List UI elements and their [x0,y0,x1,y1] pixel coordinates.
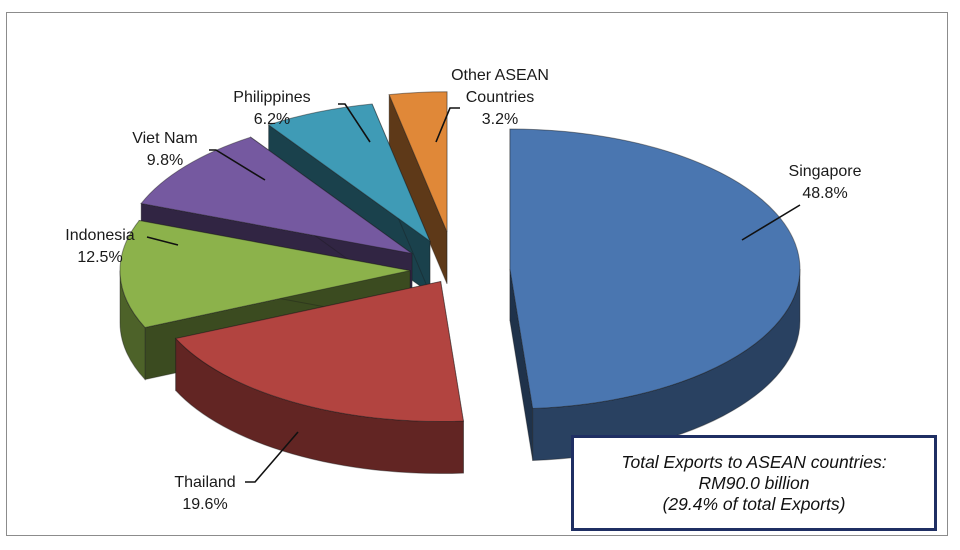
slice-label-viet-nam: Viet Nam [132,130,198,147]
pie-slice-thailand [174,280,464,475]
leader-line-philippines [338,103,371,143]
slice-label-singapore: Singapore [789,163,862,180]
total-exports-note: Total Exports to ASEAN countries: RM90.0… [571,435,937,531]
slice-label-other-asean-countries-1: Other ASEAN [451,67,549,84]
slice-label-indonesia: Indonesia [65,227,134,244]
note-line-3: (29.4% of total Exports) [662,493,846,514]
leader-line-indonesia [146,236,179,246]
note-line-1: Total Exports to ASEAN countries: [621,451,887,472]
leader-line-other-asean-countries [435,107,460,143]
slice-value-indonesia: 12.5% [77,249,122,266]
slice-value-thailand: 19.6% [182,496,227,513]
slice-value-other-asean-countries: 3.2% [482,111,518,128]
leader-line-viet-nam [209,149,266,181]
slice-label-other-asean-countries-2: Countries [466,89,534,106]
slice-value-singapore: 48.8% [802,185,847,202]
leader-line-singapore [741,204,801,241]
slice-label-thailand: Thailand [174,474,235,491]
slice-label-philippines: Philippines [233,89,310,106]
slice-value-philippines: 6.2% [254,111,290,128]
pie-slice-singapore [509,128,801,462]
leader-line-thailand [245,431,299,483]
note-line-2: RM90.0 billion [698,472,810,493]
pie-slice-other-asean-countries [388,91,448,284]
slice-value-viet-nam: 9.8% [147,152,183,169]
